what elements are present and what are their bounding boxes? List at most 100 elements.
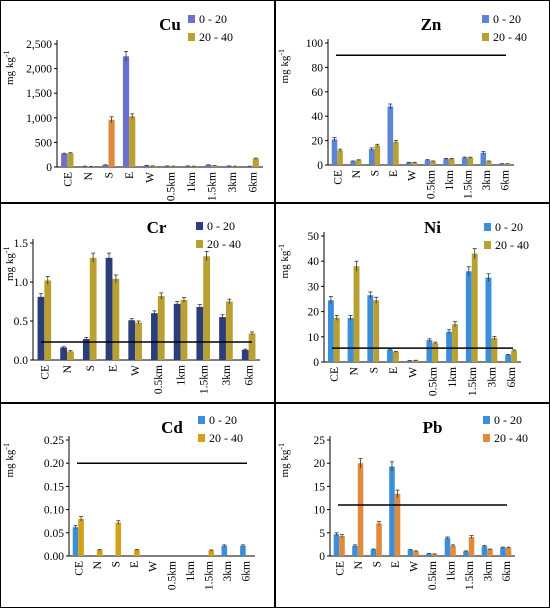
y-axis-label-superscript: -1 (2, 51, 11, 58)
bar-ni-s1-ce (327, 300, 334, 362)
bar-ni-s1-3km (485, 277, 492, 362)
bar-cu-s1-15km (205, 165, 212, 167)
bar-pb-s1-6km (500, 547, 506, 556)
bar-pb-s2-w (413, 551, 419, 556)
x-tick-label: N (92, 560, 104, 569)
y-tick-label: 0.15 (44, 481, 64, 493)
y-axis-label-superscript: -1 (2, 247, 11, 254)
x-tick-label: 3km (482, 561, 494, 582)
legend-swatch (196, 240, 203, 248)
x-tick-label: 6km (501, 561, 513, 582)
legend-swatch (188, 15, 195, 23)
bar-zn-s2-6km (504, 163, 511, 165)
bar-cr-s1-e (105, 257, 113, 360)
x-tick-label: E (107, 365, 119, 372)
bar-zn-s1-3km (480, 152, 487, 165)
bar-cr-s2-ce (44, 280, 52, 360)
legend-swatch (484, 223, 491, 231)
y-axis-label-text: mg kg (279, 55, 291, 83)
legend-label: 20 - 40 (207, 237, 241, 251)
x-tick-label: E (390, 561, 402, 568)
x-tick-label: 3km (222, 561, 234, 582)
bar-pb-s2-e (394, 493, 401, 556)
bar-cu-s1-6km (246, 166, 253, 167)
bar-ni-s1-s (367, 295, 374, 362)
bar-ni-s2-w (412, 360, 419, 362)
bar-cu-s2-3km (232, 166, 239, 167)
legend-label: 20 - 40 (494, 431, 528, 445)
bar-pb-s1-w (407, 549, 414, 556)
y-axis-label: mg kg-1 (277, 443, 291, 477)
y-axis-label-superscript: -1 (277, 443, 286, 450)
x-tick-label: W (130, 365, 142, 376)
x-tick-label: 3km (227, 172, 239, 193)
x-tick-label: 0.5km (165, 172, 177, 201)
legend-label: 20 - 40 (493, 30, 527, 44)
bar-cu-s1-n (81, 166, 88, 167)
x-tick-label: 6km (248, 172, 260, 193)
x-tick-label: 6km (244, 365, 256, 386)
bar-zn-s2-3km (486, 161, 492, 165)
x-tick-label: N (349, 366, 361, 375)
legend-swatch (196, 222, 203, 230)
bar-cu-s1-s (102, 165, 109, 167)
bar-cu-s1-3km (225, 166, 233, 167)
bar-ni-s2-6km (511, 350, 518, 362)
bar-pb-s2-1km (450, 545, 456, 556)
y-tick-label: 1.5 (14, 238, 29, 250)
y-tick-label: 0.05 (44, 528, 64, 540)
bar-ni-s2-s (373, 300, 380, 362)
bar-ni-s1-1km (446, 331, 453, 362)
y-tick-label: 0.00 (44, 551, 64, 563)
x-tick-label: 1.5km (207, 172, 219, 201)
bar-cr-s1-05km (151, 313, 158, 360)
y-axis-label-text: mg kg (279, 449, 291, 477)
legend-swatch (198, 416, 205, 424)
bar-pb-s1-3km (481, 546, 488, 556)
x-tick-label: 0.5km (425, 170, 437, 199)
bar-cd-s2-e (134, 549, 140, 556)
legend-swatch (188, 33, 195, 41)
legend-label: 20 - 40 (199, 30, 233, 44)
x-tick-label: S (368, 367, 380, 373)
y-tick-label: 0 (46, 162, 52, 174)
y-tick-label: 60 (312, 87, 324, 99)
y-tick-label: 0.20 (44, 458, 64, 470)
y-tick-label: 20 (314, 458, 326, 470)
bar-cu-s2-05km (170, 166, 177, 167)
bar-cd-s2-n (96, 549, 103, 556)
bar-zn-s1-15km (461, 157, 468, 165)
y-tick-label: 2,500 (26, 39, 52, 51)
chart-panel-pb: Pb mg kg-1 0 5 10 15 20 25 CE N S E W 0.5km 1km 1.5km 3k… (275, 403, 550, 608)
bar-ni-s2-15km (471, 253, 478, 362)
y-axis-label-superscript: -1 (277, 244, 286, 251)
legend-swatch (484, 241, 491, 249)
bar-pb-s1-e (389, 466, 395, 556)
bar-cu-s2-e (129, 116, 136, 167)
chart-title: Cd (161, 418, 183, 437)
bar-pb-s1-1km (444, 537, 451, 556)
y-axis-label-text: mg kg (4, 253, 16, 281)
chart-title: Cu (159, 15, 181, 34)
x-tick-label: 0.5km (427, 367, 439, 396)
x-tick-label: 1km (445, 561, 457, 582)
x-tick-label: 6km (506, 367, 518, 388)
y-axis-label-text: mg kg (279, 250, 291, 278)
bar-cd-s1-ce (72, 527, 79, 556)
x-tick-label: 1.5km (467, 367, 479, 396)
bar-ni-s1-05km (426, 340, 433, 362)
bar-cd-s2-15km (208, 550, 215, 556)
bar-cd-s2-s (115, 522, 122, 556)
legend-swatch (482, 15, 489, 23)
y-tick-label: 2,000 (26, 64, 52, 76)
x-tick-label: 1km (176, 365, 188, 386)
chart-panel-ni: Ni mg kg-1 0 10 20 30 40 50 CE N S E W 0.5km 1km 1.5km 3… (275, 203, 550, 403)
y-tick-label: 20 (308, 307, 320, 319)
legend-swatch (198, 434, 205, 442)
bar-cu-s2-ce (67, 153, 74, 167)
bar-cr-s2-e (112, 278, 120, 360)
bar-cr-s1-s (82, 338, 90, 360)
x-tick-label: S (85, 365, 97, 371)
x-tick-label: W (408, 561, 420, 572)
